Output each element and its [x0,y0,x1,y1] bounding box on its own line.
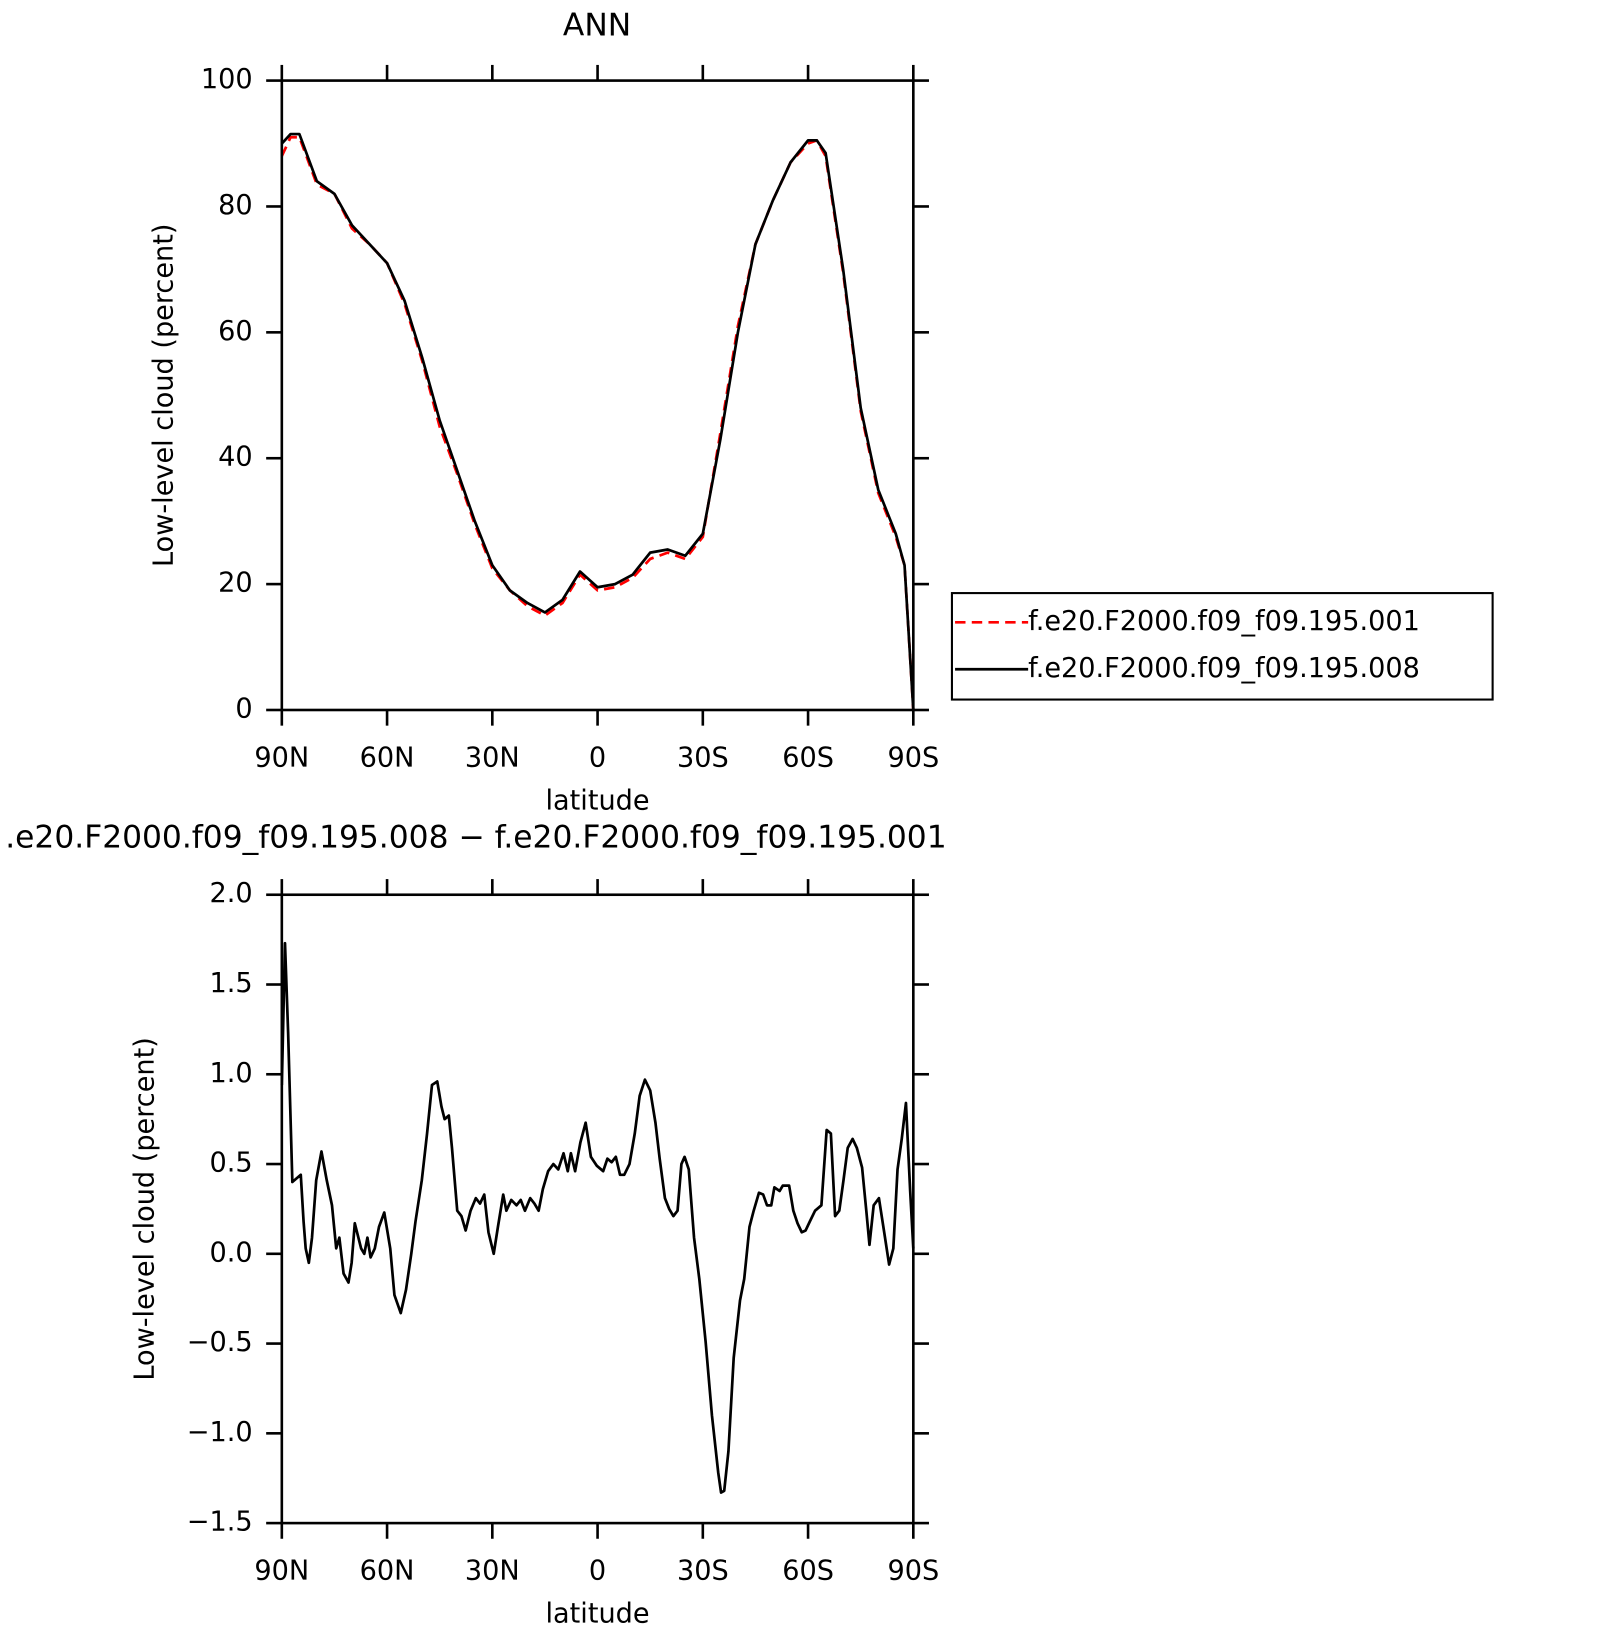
y-tick-label: 1.5 [209,968,252,999]
y-tick-label: 0 [235,693,252,724]
x-tick-label: 60S [782,743,834,774]
x-tick-label: 60S [782,1556,834,1587]
y-tick-label: 40 [218,442,253,473]
y-axis-label: Low-level cloud (percent) [148,224,179,567]
chart-title: ANN [563,7,631,43]
x-tick-label: 30N [465,1556,520,1587]
x-tick-label: 90N [254,1556,309,1587]
y-tick-label: −1.0 [187,1417,253,1448]
legend-label: f.e20.F2000.f09_f09.195.008 [1028,653,1420,684]
data-line [280,941,915,1494]
x-tick-label: 30S [677,1556,729,1587]
x-tick-label: 30N [465,743,520,774]
x-axis-label: latitude [546,1598,650,1629]
y-tick-label: 0.0 [209,1237,252,1268]
data-line [280,135,915,711]
x-tick-label: 60N [360,1556,415,1587]
y-tick-label: 60 [218,316,253,347]
legend-box [950,592,1494,701]
x-tick-label: 60N [360,743,415,774]
y-tick-label: 2.0 [209,878,252,909]
x-axis-label: latitude [546,785,650,816]
x-tick-label: 30S [677,743,729,774]
y-tick-label: 100 [201,64,253,95]
y-axis-label: Low-level cloud (percent) [130,1037,161,1380]
plot-frame [280,79,915,712]
y-tick-label: 1.0 [209,1058,252,1089]
x-tick-label: 0 [589,743,606,774]
x-tick-label: 90S [887,1556,939,1587]
y-tick-label: −0.5 [187,1327,253,1358]
y-tick-label: 0.5 [209,1148,252,1179]
data-line [280,132,915,711]
chart-title: .e20.F2000.f09_f09.195.008 − f.e20.F2000… [5,819,946,855]
x-tick-label: 90S [887,743,939,774]
y-tick-label: 20 [218,568,253,599]
y-tick-label: 80 [218,190,253,221]
x-tick-label: 0 [589,1556,606,1587]
y-tick-label: −1.5 [187,1507,253,1538]
x-tick-label: 90N [254,743,309,774]
legend-label: f.e20.F2000.f09_f09.195.001 [1028,606,1420,637]
